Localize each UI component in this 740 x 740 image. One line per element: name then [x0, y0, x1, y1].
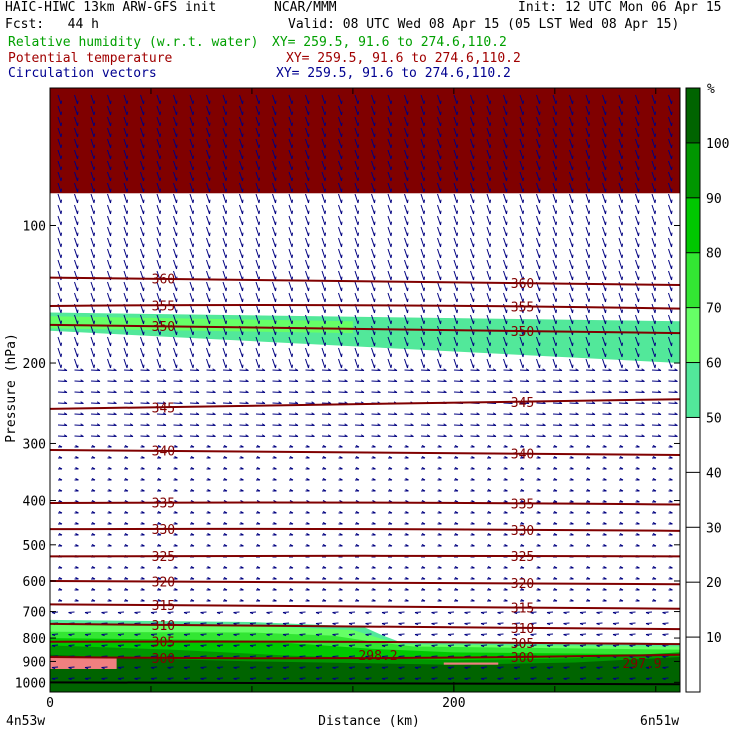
rh-saturated-patch-1: [443, 662, 499, 665]
theta-contour-label: 305: [152, 636, 175, 651]
plot-title: HAIC-HIWC 13km ARW-GFS init: [5, 0, 217, 15]
x-end-label: 6n51w: [640, 714, 679, 729]
theta-contour-305: [50, 640, 680, 646]
theta-contours: 360 360 355 355 350 350 345 345 340 340 335 335 330 3…: [50, 273, 680, 667]
x-start-label: 4n53w: [6, 714, 45, 729]
y-tick-label: 500: [23, 539, 46, 554]
colorbar-segment: [686, 362, 700, 418]
colorbar-segment: [686, 197, 700, 253]
y-tick-label: 100: [23, 220, 46, 235]
theta-contour-label: 310: [511, 622, 534, 637]
theta-contour-label: 330: [152, 523, 175, 538]
colorbar-frame: [685, 87, 701, 693]
colorbar-tick-label: 100: [706, 137, 729, 152]
colorbar-tick-label: 10: [706, 631, 722, 646]
theta-contour-345: [50, 398, 680, 410]
colorbar-tick-label: 80: [706, 247, 722, 262]
theta-contour-label: 355: [511, 300, 534, 315]
theta-contour-label: 360: [511, 277, 534, 292]
field-xy-rh: XY= 259.5, 91.6 to 274.6,110.2: [272, 35, 507, 50]
theta-contour-label: 315: [152, 599, 175, 614]
theta-contour-340: [50, 448, 680, 457]
theta-contour-350: [50, 323, 680, 335]
colorbar-tick-label: 50: [706, 411, 722, 426]
plot-clip-group: 360 360 355 355 350 350 345 345 340 340 335 335 330 3…: [50, 88, 680, 692]
y-tick-label: 400: [23, 495, 46, 510]
theta-contour-335: [50, 501, 680, 506]
theta-contour-300: [50, 653, 680, 660]
surface-line: [50, 681, 680, 686]
theta-contour-360: [50, 276, 680, 287]
theta-contour-315: [50, 603, 680, 610]
field-xy-theta: XY= 259.5, 91.6 to 274.6,110.2: [286, 51, 521, 66]
y-tick-label: 1000: [15, 676, 46, 691]
y-tick-label: 800: [23, 632, 46, 647]
theta-contour-310: [50, 622, 680, 631]
colorbar-tick-label: 90: [706, 192, 722, 207]
plot-area: 360 360 355 355 350 350 345 345 340 340 335 335 330 3…: [50, 88, 680, 692]
y-tick-label: 600: [23, 575, 46, 590]
x-axis-label: Distance (km): [318, 714, 420, 729]
theta-contour-label: 330: [511, 524, 534, 539]
theta-contour-label: 315: [511, 601, 534, 616]
x-tick-label: 200: [442, 696, 465, 711]
colorbar-segment: [686, 252, 700, 308]
theta-contour-label: 310: [152, 619, 175, 634]
org-label: NCAR/MMM: [274, 0, 337, 15]
theta-contour-label: 355: [152, 299, 175, 314]
theta-contour-label: 340: [152, 445, 175, 460]
theta-contour-label: 325: [511, 550, 534, 565]
y-tick-label: 200: [23, 357, 46, 372]
colorbar: 10 20 30 40 50 60 70 80 90 100: [685, 87, 729, 693]
theta-contour-320: [50, 579, 680, 586]
forecast-hour: Fcst: 44 h: [5, 17, 99, 32]
theta-contour-label: 335: [511, 497, 534, 512]
colorbar-segment: [686, 417, 700, 692]
theta-contour-330: [50, 527, 680, 532]
theta-contour-355: [50, 304, 680, 310]
theta-contour-325: [50, 554, 680, 558]
theta-contour-label: 300: [152, 652, 175, 667]
y-tick-label: 300: [23, 437, 46, 452]
theta-contour-label: 345: [152, 401, 175, 416]
rh-top-layer: [50, 88, 680, 194]
colorbar-segment: [686, 307, 700, 363]
rh-saturated-patch-0: [50, 656, 117, 669]
init-time: Init: 12 UTC Mon 06 Apr 15: [518, 0, 722, 15]
theta-contour-label: 335: [152, 497, 175, 512]
colorbar-unit: %: [707, 82, 715, 97]
y-tick-label: 700: [23, 606, 46, 621]
plot-frame: [49, 87, 681, 693]
field-label-vectors: Circulation vectors: [8, 66, 157, 81]
theta-contour-label: 345: [511, 396, 534, 411]
theta-contour-label: 300: [511, 651, 534, 666]
field-label-theta: Potential temperature: [8, 51, 173, 66]
theta-contour-label: 320: [152, 575, 175, 590]
colorbar-tick-label: 30: [706, 521, 722, 536]
y-tick-label: 900: [23, 655, 46, 670]
colorbar-tick-label: 20: [706, 576, 722, 591]
theta-contour-label: 350: [511, 325, 534, 340]
colorbar-tick-label: 40: [706, 466, 722, 481]
surface-theta-label: 297.9: [622, 657, 661, 672]
colorbar-tick-label: 60: [706, 357, 722, 372]
y-axis-label: Pressure (hPa): [4, 333, 19, 443]
x-tick-label: 0: [46, 696, 54, 711]
field-xy-vectors: XY= 259.5, 91.6 to 274.6,110.2: [276, 66, 511, 81]
valid-time: Valid: 08 UTC Wed 08 Apr 15 (05 LST Wed …: [288, 17, 680, 32]
colorbar-tick-label: 70: [706, 302, 722, 317]
theta-contour-label: 350: [152, 320, 175, 335]
theta-contour-label: 305: [511, 637, 534, 652]
field-label-rh: Relative humidity (w.r.t. water): [8, 35, 259, 50]
colorbar-segment: [686, 88, 700, 143]
theta-contour-label: 325: [152, 550, 175, 565]
colorbar-segment: [686, 142, 700, 198]
theta-contour-label: 340: [511, 447, 534, 462]
theta-contour-label: 360: [152, 273, 175, 288]
circulation-vectors: [51, 94, 678, 681]
theta-contour-label: 320: [511, 577, 534, 592]
surface-theta-label: 298.2: [358, 649, 397, 664]
